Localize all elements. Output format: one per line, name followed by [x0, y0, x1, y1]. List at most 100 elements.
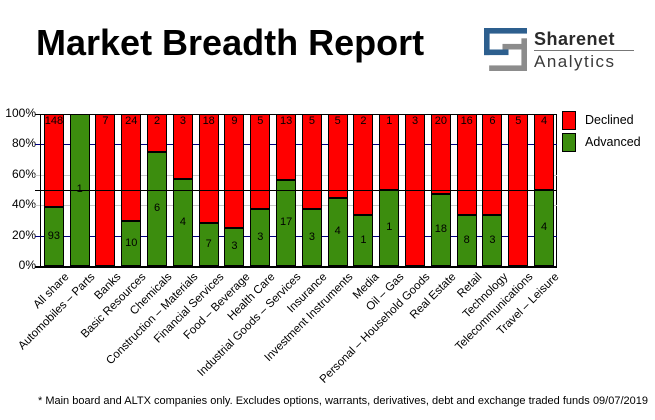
- declined-value-label: 3: [412, 115, 419, 127]
- y-tick-mark: [35, 235, 40, 237]
- declined-value-label: 2: [154, 115, 161, 127]
- advanced-label: Advanced: [585, 135, 641, 149]
- declined-value-label: 2: [360, 115, 367, 127]
- bar-segment-declined: [456, 114, 477, 215]
- legend-advanced: Advanced: [562, 132, 641, 152]
- advanced-value-label: 3: [231, 240, 238, 252]
- bar-segment-declined: [198, 114, 219, 223]
- sharenet-logo-icon: [484, 28, 527, 71]
- declined-value-label: 6: [489, 115, 496, 127]
- advanced-value-label: 4: [179, 215, 186, 228]
- bar-segment-advanced: [172, 179, 193, 266]
- chart-legend: Declined Advanced: [562, 110, 641, 155]
- advanced-value-label: 17: [279, 216, 293, 228]
- logo-divider: [534, 50, 634, 51]
- gridline-100: [41, 114, 557, 115]
- y-tick-label-100: 100%: [5, 106, 36, 120]
- advanced-value-label: 7: [205, 237, 212, 250]
- y-tick-label-80: 80%: [11, 136, 36, 151]
- declined-value-label: 7: [102, 115, 109, 127]
- bar-segment-advanced: [456, 215, 477, 266]
- bar-segment-advanced: [147, 152, 168, 266]
- declined-value-label: 13: [279, 115, 293, 127]
- bar-segment-declined: [301, 114, 322, 209]
- advanced-value-label: 1: [360, 233, 367, 246]
- y-tick-label-0: 0%: [18, 258, 36, 272]
- y-tick-mark: [35, 205, 40, 207]
- bar-segment-declined: [250, 114, 271, 209]
- declined-value-label: 16: [460, 115, 473, 127]
- gridline-40: [41, 205, 557, 207]
- declined-label: Declined: [585, 113, 634, 127]
- bar-0: 148 93: [41, 114, 67, 266]
- gridline-60: [41, 174, 557, 176]
- bar-segment-advanced: [121, 221, 142, 266]
- declined-value-label: 20: [434, 115, 448, 127]
- advanced-value-label: 10: [125, 236, 138, 249]
- legend-declined: Declined: [562, 110, 641, 130]
- sharenet-logo: Sharenet Analytics: [484, 28, 634, 71]
- advanced-value-label: 6: [154, 202, 161, 214]
- gridline-80: [41, 144, 557, 146]
- bar-segment-advanced: [198, 223, 219, 266]
- bar-segment-declined: [482, 114, 503, 215]
- bar-9: 13 17: [273, 114, 299, 266]
- x-axis-line: [35, 266, 557, 268]
- bar-segment-advanced: [224, 228, 245, 266]
- bar-segment-advanced: [353, 215, 374, 266]
- report-date: 09/07/2019: [592, 395, 648, 407]
- advanced-value-label: 1: [76, 183, 83, 195]
- logo-text: Sharenet Analytics: [534, 28, 634, 71]
- y-tick-label-60: 60%: [11, 166, 36, 181]
- declined-value-label: 5: [334, 115, 341, 127]
- declined-value-label: 5: [515, 115, 522, 127]
- advanced-value-label: 93: [47, 229, 61, 242]
- logo-brand-name: Sharenet: [534, 29, 616, 49]
- bar-segment-declined: [353, 114, 374, 215]
- bar-segment-advanced: [250, 209, 271, 266]
- y-tick-mark: [35, 114, 40, 115]
- page-title: Market Breadth Report: [36, 22, 425, 63]
- bar-segment-advanced: [482, 215, 503, 266]
- advanced-value-label: 4: [334, 225, 341, 237]
- bar-segment-advanced: [301, 209, 322, 266]
- declined-value-label: 4: [541, 115, 548, 127]
- declined-value-label: 1: [386, 115, 393, 127]
- logo-sub-name: Analytics: [534, 52, 616, 71]
- plot-area: 148 93 1 7 24 10 2 6 3 4 18 7 9 3 5 3 13 17 5 3 5 4 2 1 1 1 3 20 18 1…: [35, 114, 557, 268]
- declined-value-label: 9: [231, 115, 238, 127]
- advanced-value-label: 18: [434, 223, 448, 235]
- advanced-value-label: 4: [541, 221, 548, 233]
- bar-segment-advanced: [276, 180, 297, 266]
- advanced-swatch: [562, 132, 576, 152]
- gridline-20: [41, 235, 557, 237]
- y-tick-mark: [35, 174, 40, 176]
- declined-value-label: 24: [125, 115, 138, 127]
- declined-value-label: 3: [179, 115, 186, 127]
- bar-6: 18 7: [196, 114, 222, 266]
- advanced-value-label: 8: [463, 233, 470, 246]
- y-tick-label-20: 20%: [11, 227, 36, 242]
- bar-segment-advanced: [43, 207, 64, 266]
- declined-value-label: 5: [257, 115, 264, 127]
- declined-swatch: [562, 110, 576, 130]
- bar-segment-advanced: [430, 194, 451, 266]
- y-tick-label-40: 40%: [11, 197, 36, 212]
- advanced-value-label: 3: [257, 230, 264, 243]
- declined-value-label: 148: [44, 115, 64, 127]
- bar-segment-declined: [224, 114, 245, 228]
- declined-value-label: 5: [308, 115, 315, 127]
- footnote: * Main board and ALTX companies only. Ex…: [38, 395, 590, 407]
- advanced-value-label: 1: [386, 221, 393, 233]
